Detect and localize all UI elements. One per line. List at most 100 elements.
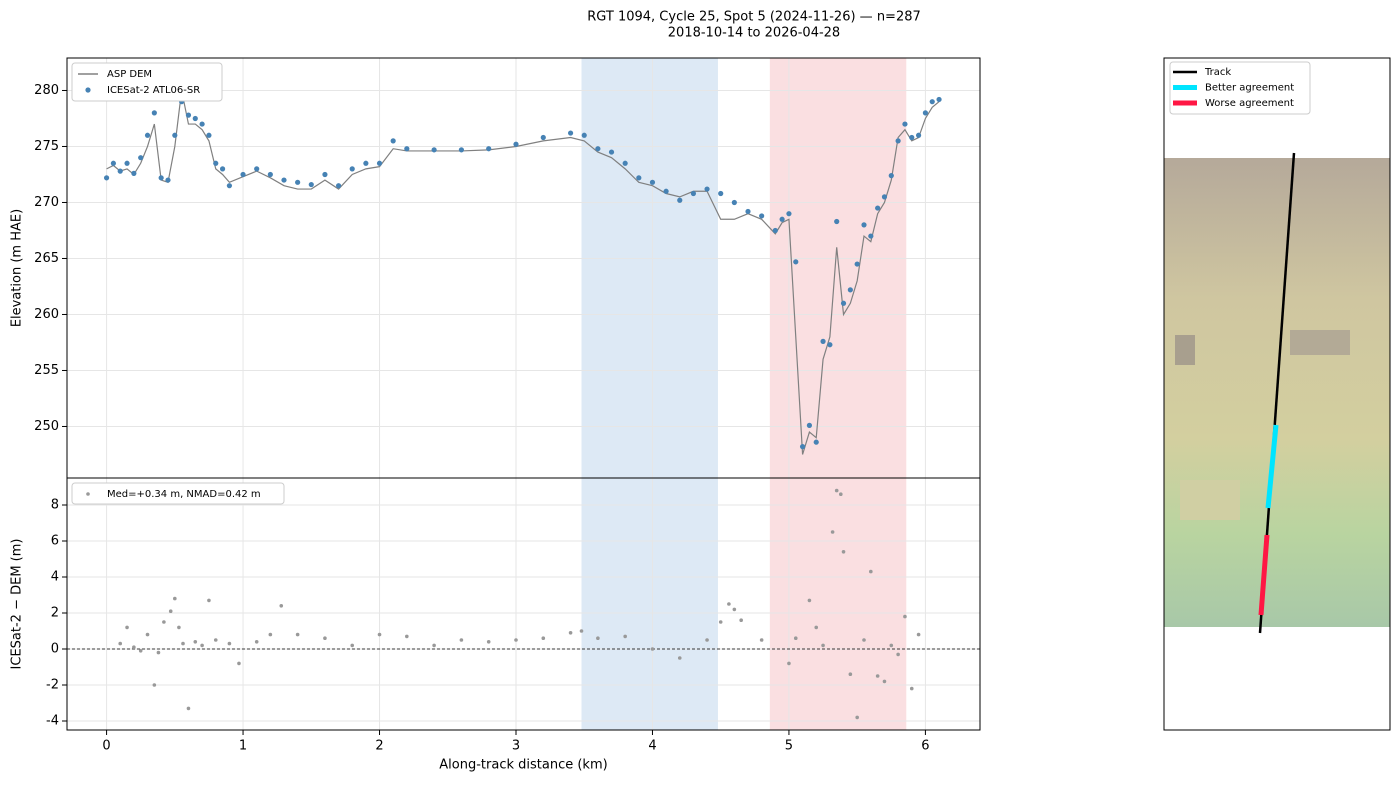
point <box>718 620 723 624</box>
point <box>295 179 301 185</box>
point <box>486 146 492 152</box>
point <box>237 661 241 666</box>
legend-label: ICESat-2 ATL06-SR <box>107 85 200 96</box>
axes-frame <box>66 477 981 731</box>
y-tick-label: 4 <box>51 570 59 585</box>
point <box>192 115 198 122</box>
y-tick-label: 265 <box>34 251 59 266</box>
point <box>377 632 382 637</box>
x-tick-label: 4 <box>648 739 656 754</box>
point <box>875 674 880 678</box>
dem-line <box>106 90 940 455</box>
point <box>854 261 860 267</box>
point <box>579 629 584 633</box>
point <box>799 444 806 450</box>
point <box>193 640 198 644</box>
legend-swatch <box>86 492 90 496</box>
point <box>902 121 908 127</box>
point <box>806 422 813 428</box>
x-tick-label: 6 <box>921 739 929 754</box>
y-tick-label: 6 <box>51 534 59 549</box>
point <box>567 130 574 136</box>
point <box>677 656 682 660</box>
legend-box <box>71 62 223 102</box>
point <box>131 170 137 176</box>
point <box>814 625 819 630</box>
point <box>888 173 894 179</box>
point <box>861 222 867 228</box>
point <box>158 175 164 181</box>
point <box>793 259 799 265</box>
y-tick-label: 2 <box>51 606 59 621</box>
y-tick-label: 270 <box>34 195 59 210</box>
point <box>869 569 873 574</box>
point <box>903 614 907 619</box>
point <box>151 110 157 116</box>
point <box>772 227 778 234</box>
point <box>868 233 874 239</box>
point <box>254 640 259 644</box>
point <box>254 166 260 172</box>
map-panel <box>1163 57 1391 731</box>
y-tick-label: -4 <box>46 714 59 729</box>
point <box>138 649 143 653</box>
point <box>793 636 798 640</box>
map-building <box>1180 480 1240 520</box>
point <box>649 179 656 185</box>
point <box>513 141 519 147</box>
point <box>779 216 785 222</box>
point <box>390 138 396 144</box>
point <box>690 190 697 197</box>
x-tick-label: 1 <box>239 739 247 754</box>
point <box>663 188 669 194</box>
point <box>486 640 491 644</box>
point <box>103 175 110 181</box>
point <box>168 609 173 613</box>
point <box>200 643 204 648</box>
point <box>165 177 171 183</box>
x-axis-label: Along-track distance (km) <box>439 758 607 773</box>
point <box>807 598 812 603</box>
legend-label: Better agreement <box>1205 83 1294 94</box>
point <box>177 625 181 630</box>
point <box>895 138 901 144</box>
point <box>281 177 287 183</box>
point <box>405 634 409 639</box>
point <box>909 686 914 691</box>
point <box>608 149 615 155</box>
point <box>279 604 284 608</box>
point <box>896 652 900 657</box>
point <box>596 636 600 640</box>
point <box>213 160 219 166</box>
highlight-span <box>769 58 907 478</box>
point <box>124 160 130 166</box>
point <box>718 190 724 197</box>
y-axis-label: ICESat-2 − DEM (m) <box>10 539 25 670</box>
point <box>186 706 191 711</box>
legend-swatch <box>85 87 91 93</box>
point <box>759 213 765 219</box>
y-tick-label: 260 <box>34 307 59 322</box>
legend-label: ASP DEM <box>107 69 152 80</box>
map-building <box>1175 335 1195 365</box>
point <box>268 632 273 637</box>
point <box>540 134 546 141</box>
point <box>350 643 355 648</box>
point <box>118 641 123 646</box>
point <box>650 647 655 651</box>
point <box>936 96 942 103</box>
point <box>827 342 833 348</box>
point <box>308 181 314 188</box>
point <box>813 439 819 445</box>
map-building <box>1290 330 1350 355</box>
point <box>172 132 178 138</box>
point <box>595 146 601 152</box>
point <box>240 171 246 178</box>
point <box>227 641 232 646</box>
point <box>704 186 710 192</box>
point <box>144 132 151 138</box>
point <box>862 638 866 642</box>
point <box>875 205 881 211</box>
point <box>855 715 859 720</box>
